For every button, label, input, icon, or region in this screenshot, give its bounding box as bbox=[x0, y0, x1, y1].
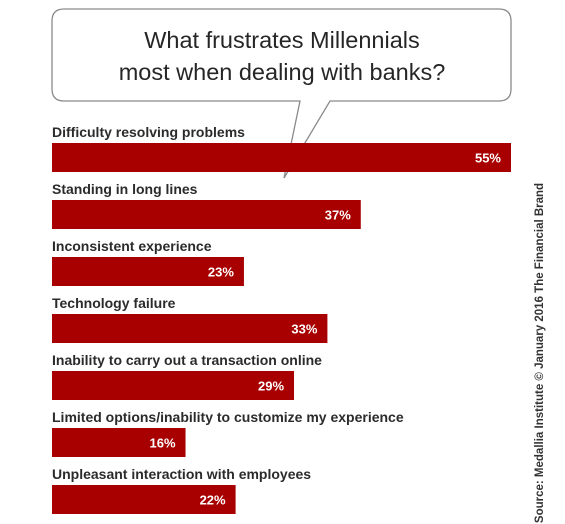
category-label: Difficulty resolving problems bbox=[52, 124, 245, 140]
bar bbox=[52, 371, 295, 400]
data-label: 29% bbox=[258, 379, 284, 394]
data-label: 37% bbox=[325, 208, 351, 223]
bar-series: Difficulty resolving problems 55% Standing… bbox=[52, 124, 511, 514]
title-bubble: What frustrates Millennials most when de… bbox=[51, 8, 512, 179]
bar bbox=[52, 143, 511, 172]
chart-title-line-2: most when dealing with banks? bbox=[119, 59, 446, 85]
data-label: 22% bbox=[200, 493, 226, 508]
category-label: Technology failure bbox=[52, 295, 176, 311]
category-label: Standing in long lines bbox=[52, 181, 198, 197]
data-label: 16% bbox=[149, 436, 175, 451]
category-label: Inability to carry out a transaction onl… bbox=[52, 352, 322, 368]
bar bbox=[52, 200, 361, 229]
category-label: Limited options/inability to customize m… bbox=[52, 409, 404, 425]
category-label: Unpleasant interaction with employees bbox=[52, 466, 311, 482]
category-label: Inconsistent experience bbox=[52, 238, 212, 254]
bar bbox=[52, 428, 186, 457]
speech-bubble bbox=[51, 8, 512, 179]
chart-title-line-1: What frustrates Millennials bbox=[144, 27, 420, 53]
data-label: 33% bbox=[291, 322, 317, 337]
bar bbox=[52, 485, 236, 514]
source-note: Source: Medallia Institute © January 201… bbox=[534, 183, 546, 523]
bar bbox=[52, 314, 328, 343]
data-label: 55% bbox=[475, 151, 501, 166]
bar bbox=[52, 257, 244, 286]
data-label: 23% bbox=[208, 265, 234, 280]
